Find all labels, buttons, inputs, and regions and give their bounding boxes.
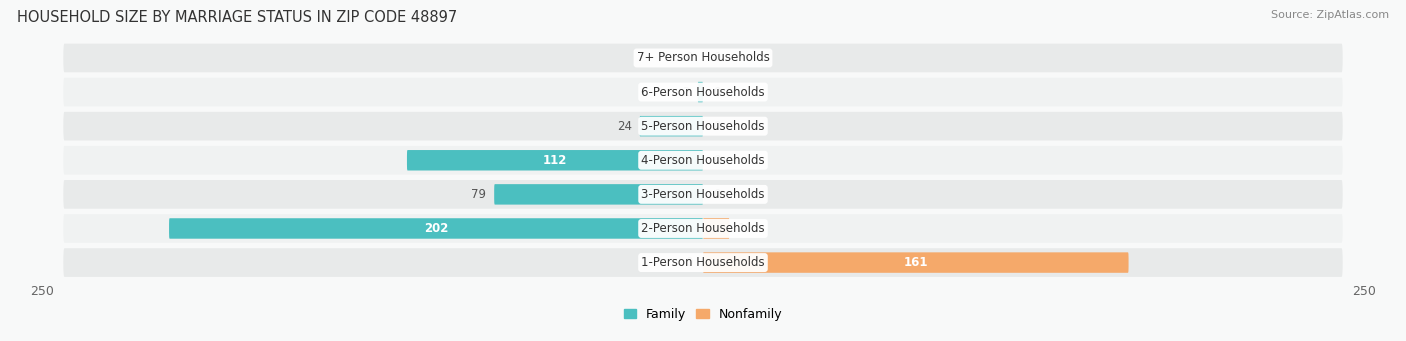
Text: 0: 0 bbox=[714, 188, 721, 201]
FancyBboxPatch shape bbox=[63, 248, 1343, 277]
Text: 0: 0 bbox=[685, 51, 692, 64]
Text: 6-Person Households: 6-Person Households bbox=[641, 86, 765, 99]
Legend: Family, Nonfamily: Family, Nonfamily bbox=[619, 303, 787, 326]
Text: 3-Person Households: 3-Person Households bbox=[641, 188, 765, 201]
FancyBboxPatch shape bbox=[406, 150, 703, 170]
Text: 202: 202 bbox=[423, 222, 449, 235]
Text: 5-Person Households: 5-Person Households bbox=[641, 120, 765, 133]
FancyBboxPatch shape bbox=[494, 184, 703, 205]
FancyBboxPatch shape bbox=[63, 44, 1343, 72]
FancyBboxPatch shape bbox=[63, 180, 1343, 209]
FancyBboxPatch shape bbox=[703, 252, 1129, 273]
FancyBboxPatch shape bbox=[63, 214, 1343, 243]
FancyBboxPatch shape bbox=[63, 146, 1343, 175]
Text: Source: ZipAtlas.com: Source: ZipAtlas.com bbox=[1271, 10, 1389, 20]
Text: 2-Person Households: 2-Person Households bbox=[641, 222, 765, 235]
FancyBboxPatch shape bbox=[640, 116, 703, 136]
Text: 7+ Person Households: 7+ Person Households bbox=[637, 51, 769, 64]
FancyBboxPatch shape bbox=[169, 218, 703, 239]
Text: 1-Person Households: 1-Person Households bbox=[641, 256, 765, 269]
Text: 24: 24 bbox=[617, 120, 631, 133]
Text: 2: 2 bbox=[682, 86, 690, 99]
FancyBboxPatch shape bbox=[63, 78, 1343, 106]
Text: 161: 161 bbox=[904, 256, 928, 269]
Text: 0: 0 bbox=[714, 86, 721, 99]
Text: 0: 0 bbox=[714, 120, 721, 133]
Text: 4-Person Households: 4-Person Households bbox=[641, 154, 765, 167]
FancyBboxPatch shape bbox=[63, 112, 1343, 140]
FancyBboxPatch shape bbox=[697, 82, 703, 102]
Text: 0: 0 bbox=[714, 154, 721, 167]
Text: HOUSEHOLD SIZE BY MARRIAGE STATUS IN ZIP CODE 48897: HOUSEHOLD SIZE BY MARRIAGE STATUS IN ZIP… bbox=[17, 10, 457, 25]
FancyBboxPatch shape bbox=[703, 218, 730, 239]
Text: 0: 0 bbox=[685, 256, 692, 269]
Text: 79: 79 bbox=[471, 188, 486, 201]
Text: 0: 0 bbox=[714, 51, 721, 64]
Text: 112: 112 bbox=[543, 154, 567, 167]
Text: 10: 10 bbox=[737, 222, 752, 235]
